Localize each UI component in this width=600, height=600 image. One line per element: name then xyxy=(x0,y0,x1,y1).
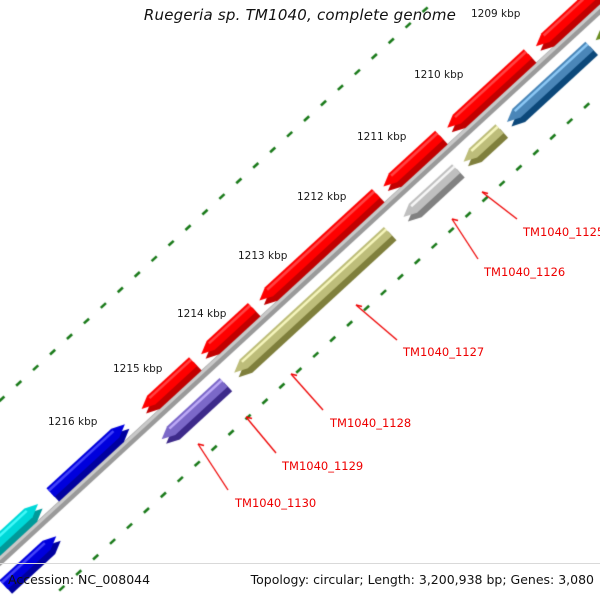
gene-label-tm1040_1125[interactable]: TM1040_1125 xyxy=(523,225,600,239)
gene-label-tm1040_1128[interactable]: TM1040_1128 xyxy=(330,416,412,430)
accession-text: Accession: NC_008044 xyxy=(8,572,151,587)
status-bar: Accession: NC_008044 Topology: circular;… xyxy=(0,569,600,595)
ruler-tick-label: 1216 kbp xyxy=(48,416,98,428)
ruler-tick-label: 1211 kbp xyxy=(357,131,407,143)
footer-divider xyxy=(0,563,600,564)
page-title: Ruegeria sp. TM1040, complete genome xyxy=(143,6,457,24)
gene-label-tm1040_1130[interactable]: TM1040_1130 xyxy=(235,496,317,510)
gene-label-tm1040_1127[interactable]: TM1040_1127 xyxy=(403,345,485,359)
topology-text: Topology: circular; Length: 3,200,938 bp… xyxy=(250,572,594,587)
ruler-tick-label: 1212 kbp xyxy=(297,191,347,203)
ruler-tick-label: 1213 kbp xyxy=(238,250,288,262)
gene-label-tm1040_1129[interactable]: TM1040_1129 xyxy=(282,459,364,473)
ruler-tick-label: 1215 kbp xyxy=(113,363,163,375)
gene-label-tm1040_1126[interactable]: TM1040_1126 xyxy=(484,265,566,279)
ruler-tick-label: 1214 kbp xyxy=(177,308,227,320)
ruler-tick-label: 1210 kbp xyxy=(414,69,464,81)
ruler-tick-label: 1209 kbp xyxy=(471,8,521,20)
